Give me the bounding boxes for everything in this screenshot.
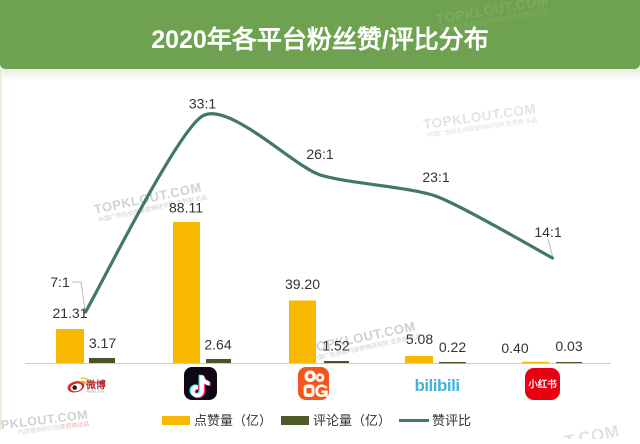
svg-text:小红书: 小红书 bbox=[527, 379, 557, 391]
svg-text:1.52: 1.52 bbox=[322, 338, 349, 354]
svg-text:14:1: 14:1 bbox=[534, 224, 561, 240]
svg-text:3.17: 3.17 bbox=[89, 335, 116, 351]
svg-text:2.64: 2.64 bbox=[204, 337, 231, 353]
svg-text:微博: 微博 bbox=[85, 378, 106, 391]
svg-text:0.22: 0.22 bbox=[439, 339, 466, 355]
svg-text:88.11: 88.11 bbox=[169, 200, 203, 216]
svg-text:评论量（亿）: 评论量（亿） bbox=[313, 413, 391, 428]
svg-text:33:1: 33:1 bbox=[189, 96, 216, 112]
svg-text:赞评比: 赞评比 bbox=[432, 413, 471, 428]
svg-text:0.40: 0.40 bbox=[501, 340, 528, 356]
svg-text:weibo.com: weibo.com bbox=[87, 389, 104, 393]
svg-text:5.08: 5.08 bbox=[406, 331, 433, 347]
svg-text:bilibili: bilibili bbox=[414, 376, 459, 395]
svg-text:39.20: 39.20 bbox=[285, 276, 320, 292]
svg-text:26:1: 26:1 bbox=[306, 146, 333, 162]
svg-text:点赞量（亿）: 点赞量（亿） bbox=[194, 413, 272, 428]
svg-text:7:1: 7:1 bbox=[50, 274, 70, 290]
svg-text:2020年各平台粉丝赞/评比分布: 2020年各平台粉丝赞/评比分布 bbox=[151, 25, 489, 54]
svg-text:21.31: 21.31 bbox=[52, 305, 87, 321]
svg-text:0.03: 0.03 bbox=[555, 338, 582, 354]
svg-text:23:1: 23:1 bbox=[422, 169, 449, 185]
